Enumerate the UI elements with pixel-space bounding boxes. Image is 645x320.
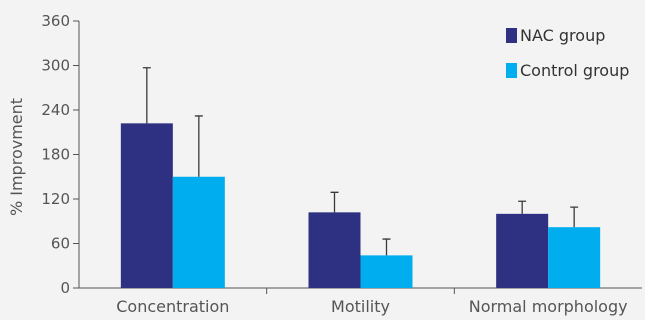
x-category-label: Motility <box>331 297 390 316</box>
y-tick-label: 240 <box>41 101 70 119</box>
y-tick-label: 180 <box>41 146 70 164</box>
legend-swatch <box>506 28 517 43</box>
error-bar <box>570 206 579 228</box>
x-category-label: Normal morphology <box>469 297 628 316</box>
y-tick-label: 0 <box>60 279 70 297</box>
bar-control-2 <box>548 227 601 288</box>
bar-control-0 <box>172 176 225 288</box>
y-axis: 0 60 120 180 240 300 360 <box>41 12 80 297</box>
error-bar <box>382 238 391 256</box>
error-bar <box>142 67 151 124</box>
y-tick-label: 120 <box>41 190 70 208</box>
bars <box>120 123 601 288</box>
y-axis-label: % Improvment <box>7 98 26 216</box>
x-axis: Concentration Motility Normal morphology <box>79 287 642 316</box>
error-bar <box>194 115 203 177</box>
error-bar <box>518 200 527 214</box>
y-tick-label: 360 <box>41 12 70 30</box>
bar-nac-1 <box>308 212 361 288</box>
y-tick-label: 60 <box>51 235 70 253</box>
legend-label: Control group <box>520 61 629 80</box>
legend-swatch <box>506 63 517 78</box>
bar-nac-2 <box>496 213 549 288</box>
y-tick-label: 300 <box>41 57 70 75</box>
bar-nac-0 <box>120 123 173 288</box>
error-bar <box>330 191 339 213</box>
bar-control-1 <box>360 255 413 288</box>
legend: NAC group Control group <box>506 26 629 80</box>
legend-label: NAC group <box>520 26 605 45</box>
error-bars <box>142 67 579 256</box>
x-category-label: Concentration <box>116 297 229 316</box>
